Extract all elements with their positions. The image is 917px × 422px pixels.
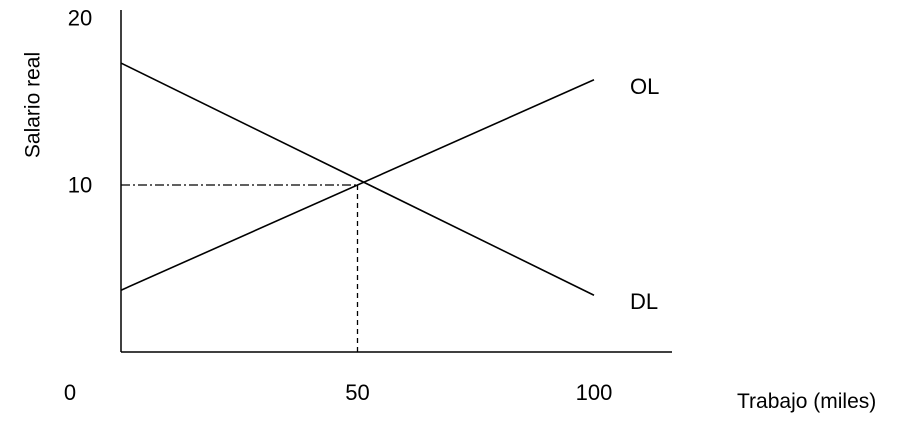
x-tick-label: 100 (576, 380, 613, 405)
series-labels: OL DL (630, 74, 659, 314)
x-tick-label: 50 (345, 380, 369, 405)
tick-labels: 0 50 100 10 20 (64, 6, 612, 406)
series-label-ol: OL (630, 74, 659, 99)
x-axis-label: Trabajo (miles) (737, 390, 876, 413)
series-line-ol (120, 79, 595, 291)
axes (120, 10, 672, 353)
series-label-dl: DL (630, 289, 658, 314)
series-lines (120, 62, 595, 296)
equilibrium-guides (121, 184, 359, 352)
y-tick-label: 20 (68, 6, 92, 31)
series-line-dl (120, 62, 595, 296)
y-tick-label: 10 (68, 173, 92, 198)
x-tick-label: 0 (64, 380, 76, 405)
y-axis-label: Salario real (22, 52, 45, 158)
